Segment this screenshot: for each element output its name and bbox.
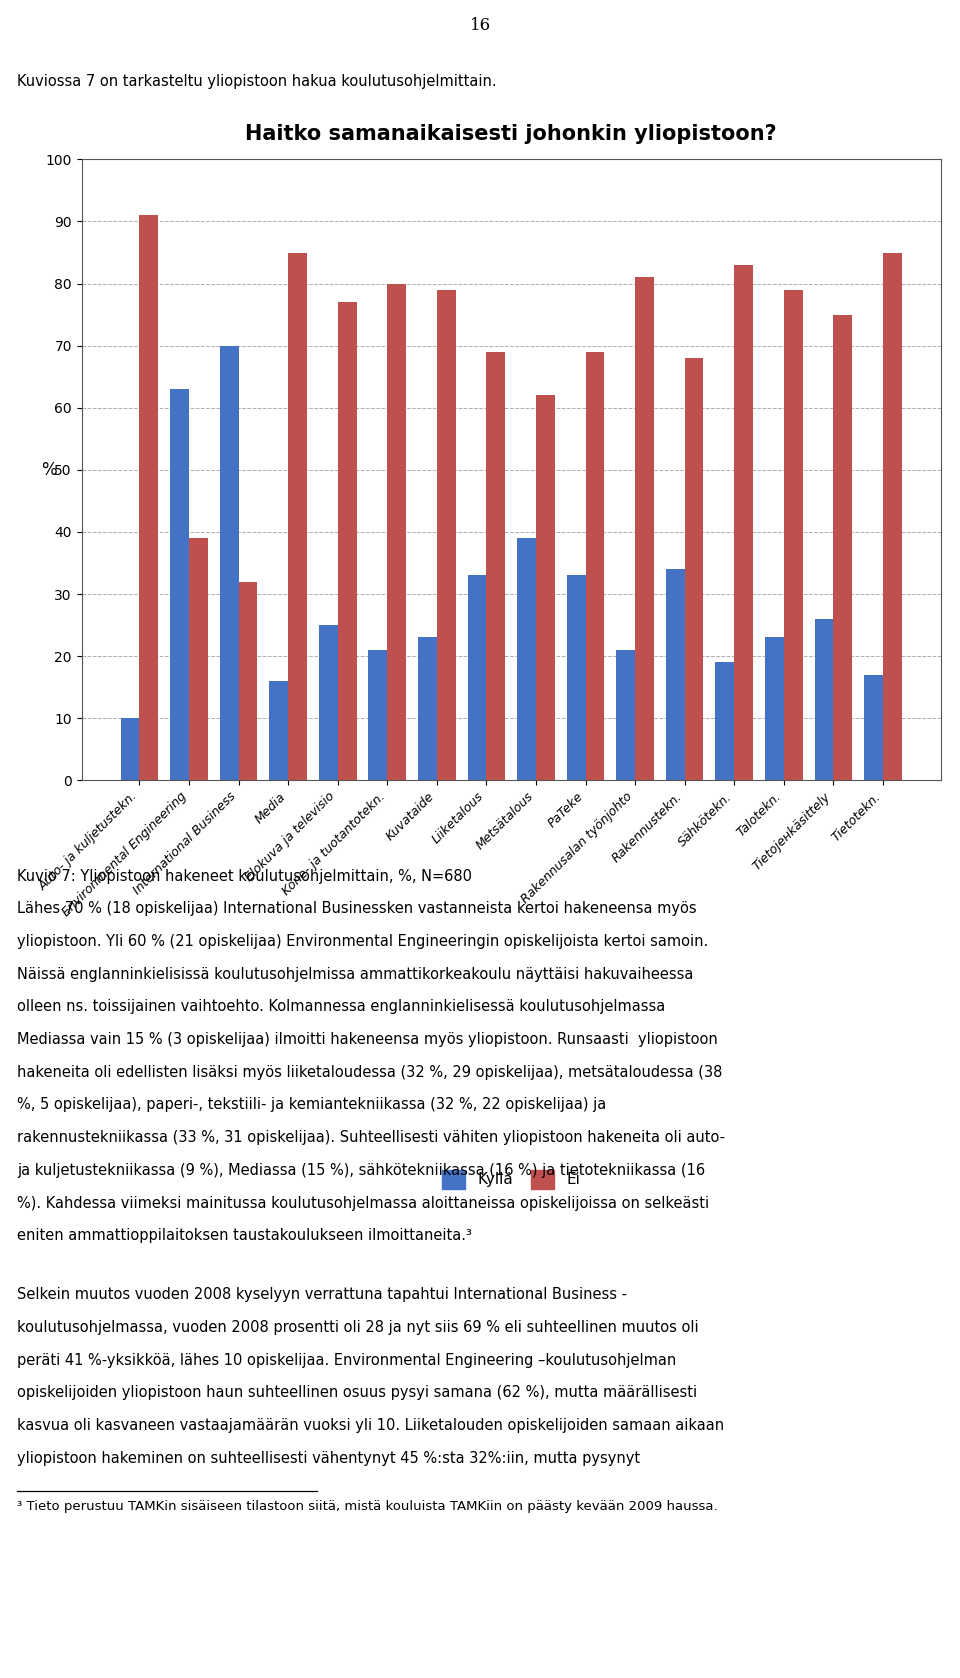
Bar: [369, 649, 387, 780]
Bar: [239, 582, 257, 780]
Bar: [814, 619, 833, 780]
Bar: [517, 539, 536, 780]
Bar: [734, 265, 753, 780]
Text: opiskelijoiden yliopistoon haun suhteellinen osuus pysyi samana (62 %), mutta mä: opiskelijoiden yliopistoon haun suhteell…: [17, 1386, 697, 1401]
Text: Näissä englanninkielisissä koulutusohjelmissa ammattikorkeakoulu näyttäisi hakuv: Näissä englanninkielisissä koulutusohjel…: [17, 967, 694, 982]
Y-axis label: %: %: [41, 461, 57, 478]
Bar: [189, 539, 208, 780]
Bar: [487, 352, 505, 780]
Bar: [616, 649, 636, 780]
Bar: [636, 277, 654, 780]
Bar: [883, 252, 901, 780]
Text: Kuviossa 7 on tarkasteltu yliopistoon hakua koulutusohjelmittain.: Kuviossa 7 on tarkasteltu yliopistoon ha…: [17, 74, 497, 89]
Bar: [139, 215, 158, 780]
Text: koulutusohjelmassa, vuoden 2008 prosentti oli 28 ja nyt siis 69 % eli suhteellin: koulutusohjelmassa, vuoden 2008 prosentt…: [17, 1321, 699, 1336]
Bar: [783, 290, 803, 780]
Text: %). Kahdessa viimeksi mainitussa koulutusohjelmassa aloittaneissa opiskelijoissa: %). Kahdessa viimeksi mainitussa koulutu…: [17, 1195, 709, 1210]
Bar: [765, 638, 783, 780]
Bar: [338, 302, 356, 780]
Text: rakennustekniikassa (33 %, 31 opiskelijaa). Suhteellisesti vähiten yliopistoon h: rakennustekniikassa (33 %, 31 opiskelija…: [17, 1131, 726, 1144]
Bar: [387, 284, 406, 780]
Text: ja kuljetustekniikassa (9 %), Mediassa (15 %), sähkötekniikassa (16 %) ja tietot: ja kuljetustekniikassa (9 %), Mediassa (…: [17, 1163, 706, 1178]
Bar: [536, 396, 555, 780]
Text: yliopistoon hakeminen on suhteellisesti vähentynyt 45 %:sta 32%:iin, mutta pysyn: yliopistoon hakeminen on suhteellisesti …: [17, 1451, 640, 1467]
Text: yliopistoon. Yli 60 % (21 opiskelijaa) Environmental Engineeringin opiskelijoist: yliopistoon. Yli 60 % (21 opiskelijaa) E…: [17, 933, 708, 948]
Bar: [684, 357, 704, 780]
Bar: [418, 638, 437, 780]
Text: 16: 16: [469, 17, 491, 34]
Text: ³ Tieto perustuu TAMKin sisäiseen tilastoon siitä, mistä kouluista TAMKiin on pä: ³ Tieto perustuu TAMKin sisäiseen tilast…: [17, 1500, 718, 1514]
Bar: [319, 624, 338, 780]
Text: kasvua oli kasvaneen vastaajamäärän vuoksi yli 10. Liiketalouden opiskelijoiden : kasvua oli kasvaneen vastaajamäärän vuok…: [17, 1418, 725, 1433]
Bar: [121, 718, 139, 780]
Text: Selkein muutos vuoden 2008 kyselyyn verrattuna tapahtui International Business -: Selkein muutos vuoden 2008 kyselyyn verr…: [17, 1287, 627, 1302]
Bar: [666, 569, 684, 780]
Text: olleen ns. toissijainen vaihtoehto. Kolmannessa englanninkielisessä koulutusohje: olleen ns. toissijainen vaihtoehto. Kolm…: [17, 998, 665, 1014]
Bar: [270, 681, 288, 780]
Text: Kuvio 7: Yliopistoon hakeneet koulutusohjelmittain, %, N=680: Kuvio 7: Yliopistoon hakeneet koulutusoh…: [17, 869, 472, 884]
Text: hakeneita oli edellisten lisäksi myös liiketaloudessa (32 %, 29 opiskelijaa), me: hakeneita oli edellisten lisäksi myös li…: [17, 1064, 723, 1079]
Bar: [833, 315, 852, 780]
Bar: [864, 675, 883, 780]
Bar: [715, 663, 734, 780]
Legend: Kyllä, Ei: Kyllä, Ei: [436, 1165, 587, 1195]
Text: Mediassa vain 15 % (3 opiskelijaa) ilmoitti hakeneensa myös yliopistoon. Runsaas: Mediassa vain 15 % (3 opiskelijaa) ilmoi…: [17, 1032, 718, 1047]
Text: eniten ammattioppilaitoksen taustakoulukseen ilmoittaneita.³: eniten ammattioppilaitoksen taustakouluk…: [17, 1228, 472, 1243]
Bar: [437, 290, 456, 780]
Title: Haitko samanaikaisesti johonkin yliopistoon?: Haitko samanaikaisesti johonkin yliopist…: [246, 124, 777, 144]
Bar: [170, 389, 189, 780]
Bar: [468, 576, 487, 780]
Bar: [288, 252, 307, 780]
Bar: [220, 346, 239, 780]
Bar: [586, 352, 605, 780]
Bar: [566, 576, 586, 780]
Text: peräti 41 %-yksikköä, lähes 10 opiskelijaa. Environmental Engineering –koulutuso: peräti 41 %-yksikköä, lähes 10 opiskelij…: [17, 1352, 677, 1368]
Text: Lähes 70 % (18 opiskelijaa) International Businessken vastanneista kertoi hakene: Lähes 70 % (18 opiskelijaa) Internationa…: [17, 901, 697, 916]
Text: %, 5 opiskelijaa), paperi-, tekstiili- ja kemiantekniikassa (32 %, 22 opiskelija: %, 5 opiskelijaa), paperi-, tekstiili- j…: [17, 1097, 607, 1113]
